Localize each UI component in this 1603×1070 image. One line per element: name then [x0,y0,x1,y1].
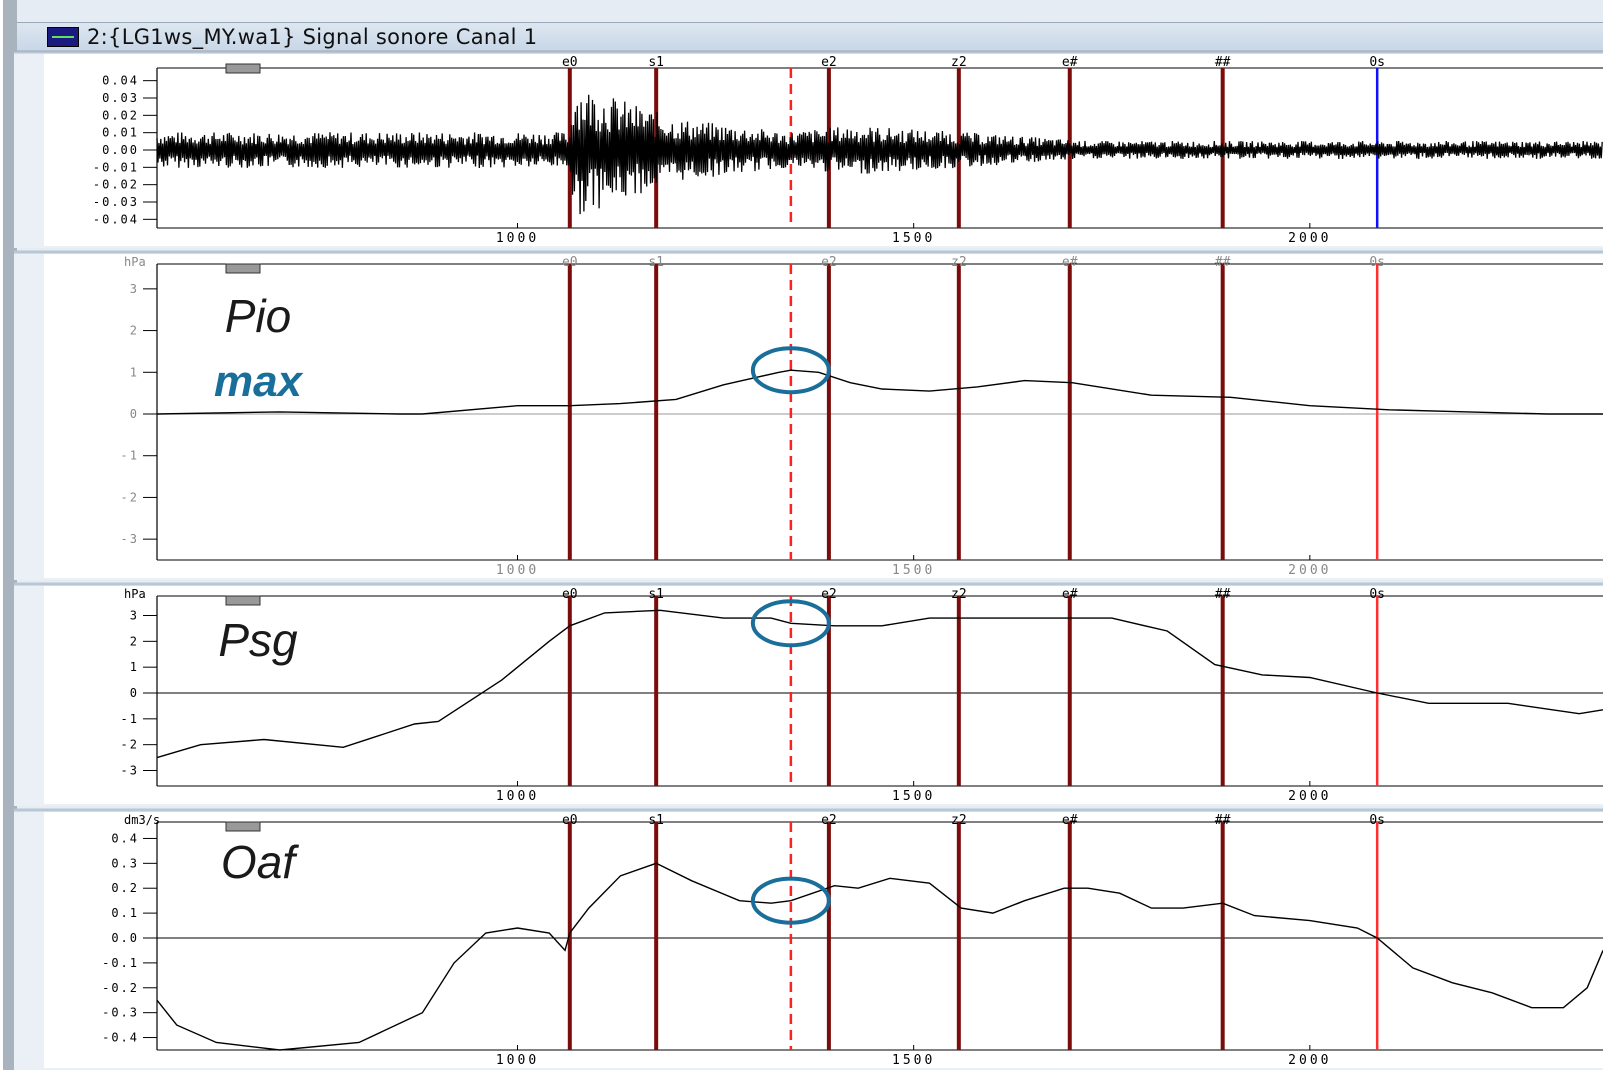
marker-label: 0s [1369,255,1385,270]
y-tick-label: 0.03 [102,91,139,105]
series-label-pio: Pio [225,290,291,342]
annotation-circle [750,346,831,395]
x-tick-label: 1500 [892,563,935,578]
y-tick-label: -1 [121,449,139,463]
marker-label: e2 [821,55,837,70]
window-left-frame [3,0,17,1070]
y-tick-label: -0.4 [102,1031,139,1045]
annotation-circle [750,876,831,925]
marker-label: s1 [648,587,664,602]
x-tick-label: 1000 [496,231,539,246]
y-tick-label: -0.04 [93,212,139,226]
x-tick-label: 1000 [496,789,539,804]
panel-scroll-handle[interactable] [225,263,261,274]
window-title: 2:{LG1ws_MY.wa1} Signal sonore Canal 1 [87,25,538,49]
marker-label: e0 [562,587,578,602]
marker-label: ## [1215,55,1231,70]
waveform-line [156,94,1603,215]
y-tick-label: 0.04 [102,74,139,88]
oaf-series-line [156,862,1603,1051]
panel-scroll-handle[interactable] [225,821,261,832]
y-tick-label: -3 [121,764,139,778]
marker-label: s1 [648,55,664,70]
pio-series-line [156,369,1603,415]
x-tick-label: 1500 [892,1053,935,1068]
unit-label: dm3/s [124,813,160,827]
y-tick-label: 3 [130,282,139,296]
y-tick-label: -1 [121,712,139,726]
y-tick-label: -0.1 [102,956,139,970]
y-tick-label: -0.02 [93,178,139,192]
y-tick-label: 0.4 [111,831,139,845]
x-tick-label: 2000 [1288,1053,1331,1068]
x-tick-label: 1000 [496,1053,539,1068]
annotation-circle [750,599,831,648]
unit-label: hPa [124,255,146,269]
y-tick-label: 2 [130,634,139,648]
marker-label: z2 [951,587,967,602]
marker-label: s1 [648,813,664,828]
marker-label: e# [1062,587,1078,602]
y-tick-label: -0.2 [102,981,139,995]
unit-label: hPa [124,587,146,601]
marker-label: e# [1062,55,1078,70]
panel-scroll-handle[interactable] [225,595,261,606]
marker-label: ## [1215,587,1231,602]
marker-label: 0s [1369,55,1385,70]
y-tick-label: -2 [121,738,139,752]
plot-area-psg [44,586,1603,804]
y-tick-label: 0.00 [102,143,139,157]
x-tick-label: 2000 [1288,231,1331,246]
y-tick-label: 0.01 [102,126,139,140]
psg-series-line [156,609,1603,759]
x-tick-label: 1000 [496,563,539,578]
panel-scroll-handle[interactable] [225,63,261,74]
y-tick-label: 1 [130,660,139,674]
x-tick-label: 1500 [892,789,935,804]
marker-label: e0 [562,255,578,270]
marker-label: e# [1062,255,1078,270]
marker-label: e0 [562,813,578,828]
marker-label: e0 [562,55,578,70]
panel-titlebar[interactable]: 2:{LG1ws_MY.wa1} Signal sonore Canal 1 [17,22,1603,51]
y-tick-label: 0.0 [111,931,139,945]
marker-label: e2 [821,255,837,270]
marker-label: z2 [951,255,967,270]
y-tick-label: 3 [130,609,139,623]
y-tick-label: 0 [130,407,139,421]
marker-label: 0s [1369,813,1385,828]
marker-label: z2 [951,55,967,70]
x-tick-label: 2000 [1288,563,1331,578]
y-tick-label: 0.2 [111,881,139,895]
marker-label: z2 [951,813,967,828]
marker-label: 0s [1369,587,1385,602]
y-tick-label: -3 [121,532,139,546]
y-tick-label: 0.3 [111,856,139,870]
marker-label: e2 [821,813,837,828]
marker-label: e2 [821,587,837,602]
marker-label: ## [1215,255,1231,270]
y-tick-label: 1 [130,365,139,379]
signal-window-icon [47,27,79,47]
annotation-label-pio: max [214,357,304,406]
y-tick-label: 0.02 [102,108,139,122]
plot-area-oaf [44,812,1603,1068]
marker-label: ## [1215,813,1231,828]
y-tick-label: -0.3 [102,1006,139,1020]
x-tick-label: 1500 [892,231,935,246]
series-label-oaf: Oaf [221,836,299,888]
y-tick-label: 2 [130,324,139,338]
plot-area-pio [44,254,1603,578]
y-tick-label: -0.03 [93,195,139,209]
y-tick-label: 0 [130,686,139,700]
y-tick-label: -0.01 [93,160,139,174]
marker-label: s1 [648,255,664,270]
x-tick-label: 2000 [1288,789,1331,804]
marker-label: e# [1062,813,1078,828]
y-tick-label: 0.1 [111,906,139,920]
series-label-psg: Psg [218,614,298,666]
y-tick-label: -2 [121,490,139,504]
